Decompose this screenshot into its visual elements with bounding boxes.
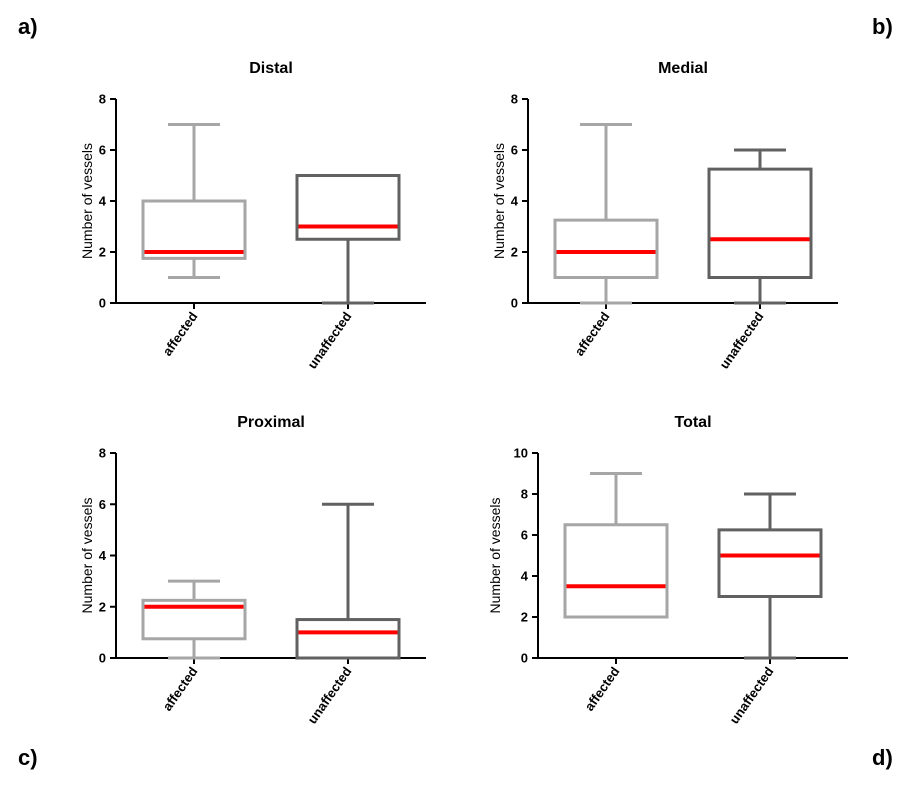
x-tick-label: affected <box>160 664 201 713</box>
chart-title: Distal <box>249 60 293 77</box>
y-tick-label: 8 <box>99 446 106 461</box>
y-axis-label: Number of vessels <box>79 498 95 614</box>
box-affected: affected <box>141 123 247 359</box>
y-tick-label: 0 <box>99 296 106 311</box>
x-tick-label: unaffected <box>304 309 354 371</box>
box-affected: affected <box>563 472 669 714</box>
box-unaffected: unaffected <box>717 492 823 727</box>
chart-title: Total <box>674 414 711 431</box>
y-tick-label: 4 <box>99 548 107 563</box>
box-unaffected: unaffected <box>295 174 401 372</box>
panel-label-c: c) <box>18 745 38 770</box>
panel-label-d: d) <box>872 745 893 770</box>
y-tick-label: 6 <box>521 528 528 543</box>
y-tick-label: 4 <box>99 194 107 209</box>
x-tick-label: affected <box>582 664 623 713</box>
y-tick-label: 4 <box>511 194 519 209</box>
y-tick-label: 8 <box>99 92 106 107</box>
box-unaffected: unaffected <box>707 148 813 372</box>
iqr-box <box>141 598 247 641</box>
iqr-box <box>707 167 813 279</box>
chart-title: Proximal <box>237 414 305 431</box>
iqr-box <box>295 618 401 660</box>
y-axis-label: Number of vessels <box>79 143 95 259</box>
y-tick-label: 0 <box>511 296 518 311</box>
iqr-box <box>553 218 659 279</box>
x-tick-label: unaffected <box>726 664 776 726</box>
box-affected: affected <box>553 123 659 359</box>
y-tick-label: 6 <box>511 143 518 158</box>
chart-title: Medial <box>658 60 708 77</box>
chart-panel-proximal: Proximal Number of vessels 0 2 4 6 8 affected un… <box>79 414 426 727</box>
y-tick-label: 6 <box>99 497 106 512</box>
y-tick-label: 2 <box>521 610 528 625</box>
box-affected: affected <box>141 579 247 714</box>
iqr-box <box>141 199 247 260</box>
x-tick-label: unaffected <box>304 664 354 726</box>
y-tick-label: 0 <box>521 651 528 666</box>
x-tick-label: affected <box>572 309 613 358</box>
y-tick-label: 4 <box>521 569 529 584</box>
y-tick-label: 10 <box>514 446 528 461</box>
y-tick-label: 8 <box>521 487 528 502</box>
y-tick-label: 2 <box>511 245 518 260</box>
box-unaffected: unaffected <box>295 502 401 727</box>
x-tick-label: affected <box>160 309 201 358</box>
chart-panel-medial: Medial Number of vessels 0 2 4 6 8 affected unaf… <box>491 60 838 372</box>
iqr-box <box>295 174 401 241</box>
panel-label-a: a) <box>18 14 38 39</box>
chart-panel-total: Total Number of vessels 0 2 4 6 8 10 affected una… <box>487 414 848 727</box>
x-tick-label: unaffected <box>716 309 766 371</box>
panel-label-b: b) <box>872 14 893 39</box>
y-tick-label: 2 <box>99 599 106 614</box>
y-tick-label: 8 <box>511 92 518 107</box>
chart-panel-distal: Distal Number of vessels 0 2 4 6 8 affected unaf… <box>79 60 426 372</box>
iqr-box <box>563 523 669 619</box>
y-tick-label: 2 <box>99 245 106 260</box>
y-axis-label: Number of vessels <box>491 143 507 259</box>
y-tick-label: 6 <box>99 143 106 158</box>
y-axis-label: Number of vessels <box>487 498 503 614</box>
iqr-box <box>717 528 823 598</box>
y-tick-label: 0 <box>99 651 106 666</box>
